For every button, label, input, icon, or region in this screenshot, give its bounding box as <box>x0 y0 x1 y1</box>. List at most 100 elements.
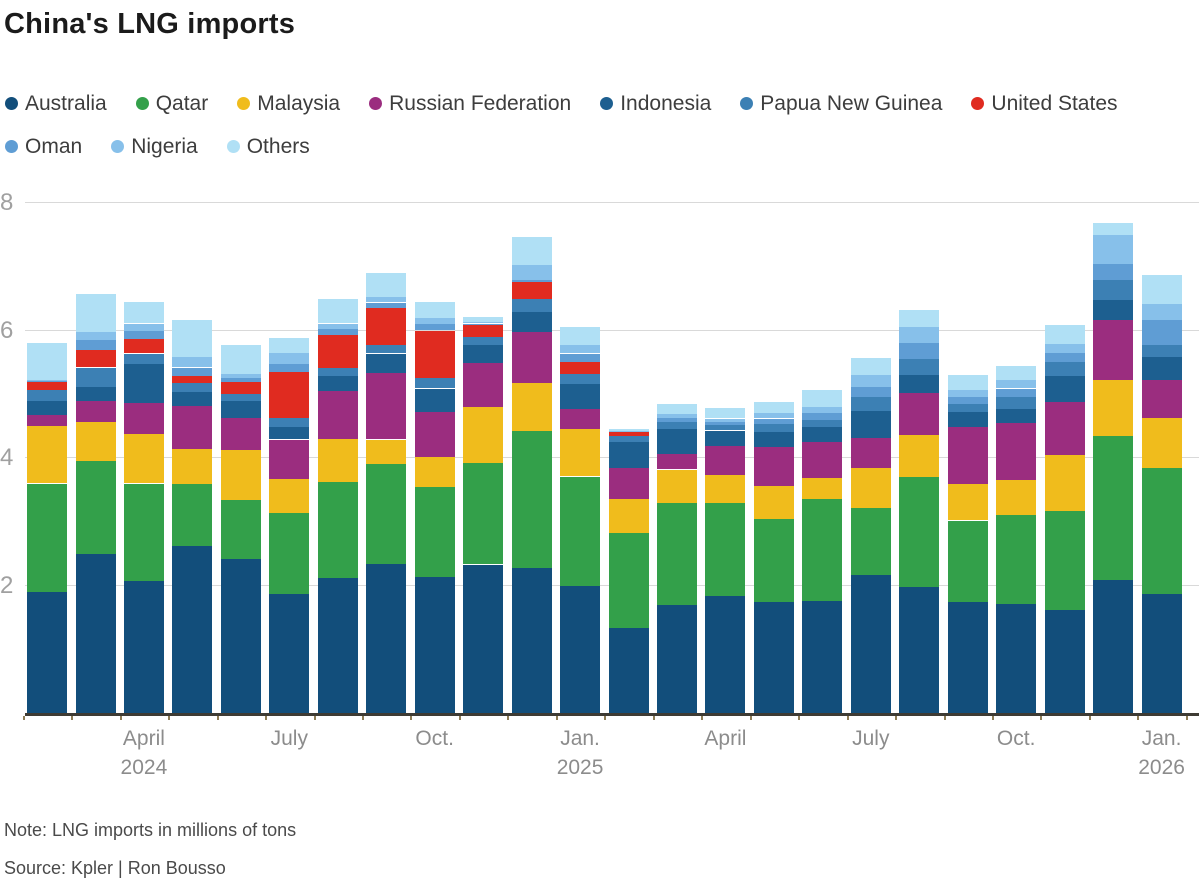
legend-dot-icon <box>5 140 18 153</box>
x-axis-year-label: 2025 <box>556 756 604 779</box>
x-axis-tick <box>846 716 849 720</box>
x-axis-tick <box>895 716 897 720</box>
bar-segment <box>608 498 649 534</box>
bar-segment <box>317 391 358 439</box>
x-axis-tick <box>362 716 364 720</box>
bar-segment <box>657 428 697 455</box>
x-axis-year-label: 2026 <box>1138 756 1185 779</box>
bar-segment <box>27 379 67 381</box>
bar-segment <box>27 343 67 380</box>
bar-segment <box>1141 468 1182 594</box>
bar-segment <box>75 293 116 333</box>
gridline <box>25 329 1199 331</box>
bar-segment <box>1093 379 1134 437</box>
bar-segment <box>269 337 310 354</box>
bar-segment <box>657 417 697 423</box>
bar-segment <box>705 424 746 431</box>
bar-segment <box>27 389 67 401</box>
bar-segment <box>608 628 649 713</box>
legend-item: Qatar <box>135 91 209 116</box>
bar-segment <box>899 587 940 713</box>
bar-segment <box>269 417 310 428</box>
x-axis-label: April <box>122 727 165 750</box>
bar-segment <box>705 418 746 422</box>
bar-segment <box>1141 303 1182 321</box>
bar-segment <box>608 430 649 432</box>
x-axis-label: July <box>270 727 308 750</box>
y-axis-label: 4 <box>0 444 14 471</box>
x-axis-label: Oct. <box>415 727 454 750</box>
legend-dot-icon <box>135 97 149 110</box>
bar-segment <box>366 296 407 303</box>
x-axis-tick <box>798 716 801 720</box>
bar-segment <box>705 421 746 425</box>
bar-segment <box>463 407 504 464</box>
chart-source: Source: Kpler | Ron Bousso <box>4 858 226 878</box>
x-axis-tick <box>71 716 74 720</box>
bar-segment <box>511 236 552 265</box>
legend-dot-icon <box>369 97 383 110</box>
bar-segment <box>899 309 940 328</box>
legend-item-label: Qatar <box>155 91 209 115</box>
bar-segment <box>172 484 213 546</box>
bar-segment <box>947 484 988 521</box>
bar-segment <box>1044 609 1085 713</box>
bar-segment <box>220 500 261 559</box>
legend-dot-icon <box>226 140 240 153</box>
legend-item: Malaysia <box>237 92 340 116</box>
bar-segment <box>657 502 697 605</box>
x-axis-label: July <box>852 727 890 750</box>
bar-segment <box>899 327 940 344</box>
legend-item-label: Indonesia <box>620 91 712 115</box>
legend-row: Australia Qatar Malaysia Russian Federation… <box>5 82 1147 125</box>
bar-segment <box>220 450 261 500</box>
bar-segment <box>75 349 116 368</box>
bar-segment <box>463 363 504 407</box>
bar-segment <box>608 429 649 431</box>
bar-segment <box>220 378 261 383</box>
bar-segment <box>1141 417 1182 469</box>
bar-segment <box>269 371 310 418</box>
bar-segment <box>899 359 940 376</box>
bar-segment <box>850 386 891 398</box>
bar-segment <box>802 478 843 500</box>
bar-segment <box>75 332 116 340</box>
bar-segment <box>172 383 213 393</box>
bar-segment <box>317 335 358 368</box>
legend-item-label: Russian Federation <box>389 91 572 115</box>
bar-segment <box>172 375 213 384</box>
legend-dot-icon <box>237 97 251 110</box>
bar-segment <box>414 301 455 319</box>
bar-segment <box>463 463 504 565</box>
bar-segment <box>172 367 213 376</box>
x-axis-label: Oct. <box>996 727 1036 750</box>
legend-item: Papua New Guinea <box>740 92 942 116</box>
legend: Australia Qatar Malaysia Russian Federation… <box>5 82 1147 168</box>
bar-segment <box>366 353 407 374</box>
bar-segment <box>1141 275 1182 304</box>
legend-item-label: Malaysia <box>257 91 341 115</box>
bar-segment <box>317 481 358 578</box>
bar-segment <box>1044 375 1085 402</box>
bar-segment <box>414 486 455 578</box>
bar-segment <box>705 445 746 475</box>
x-axis-tick <box>410 716 413 720</box>
bar-segment <box>899 435 940 478</box>
bar-segment <box>996 388 1037 397</box>
legend-item-label: United States <box>991 91 1118 115</box>
x-axis-tick <box>701 716 704 720</box>
bar-segment <box>947 404 988 412</box>
bar-segment <box>705 503 746 596</box>
bar-segment <box>560 362 601 374</box>
bar-segment <box>511 312 552 332</box>
bar-segment <box>123 403 164 435</box>
gridline <box>25 202 1199 203</box>
bar-segment <box>947 412 988 428</box>
bar-segment <box>27 414 67 427</box>
bar-segment <box>850 468 891 508</box>
bar-segment <box>75 367 116 387</box>
bar-segment <box>511 280 552 282</box>
bar-segment <box>657 604 697 713</box>
bar-segment <box>560 384 601 409</box>
